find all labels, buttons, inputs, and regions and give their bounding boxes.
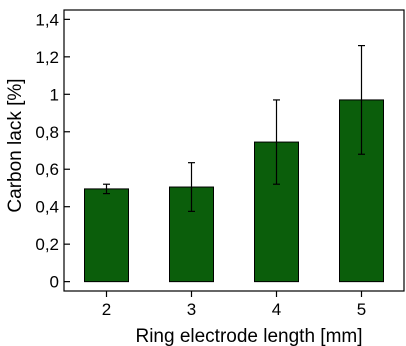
error-bars-group (103, 44, 365, 212)
error-bar-5 (358, 44, 365, 155)
y-tick-label: 0,8 (35, 123, 59, 142)
x-tick-label: 5 (357, 300, 366, 319)
x-tick-label: 3 (187, 300, 196, 319)
y-axis-title: Carbon lack [%] (5, 78, 26, 212)
x-axis-ticks: 2 3 4 5 (102, 291, 366, 319)
plot-border (63, 9, 405, 292)
error-bar-2 (103, 183, 110, 195)
bar-2 (84, 188, 129, 283)
y-tick-label: 1,4 (35, 10, 59, 29)
error-bar-4 (273, 99, 280, 185)
plot-frame (63, 9, 405, 292)
y-tick-label: 0,6 (35, 160, 59, 179)
y-tick-label: 1 (50, 85, 59, 104)
y-tick-label: 0 (50, 273, 59, 292)
y-tick-label: 0,4 (35, 198, 59, 217)
x-axis-title: Ring electrode length [mm] (135, 326, 362, 346)
y-tick-label: 0,2 (35, 235, 59, 254)
x-tick-label: 2 (102, 300, 111, 319)
bars-group (84, 99, 384, 283)
y-tick-label: 1,2 (35, 48, 59, 67)
x-tick-label: 4 (272, 300, 281, 319)
y-axis-ticks: 0 0,2 0,4 0,6 0,8 1 1,2 1,4 (35, 10, 70, 292)
error-bar-3 (188, 162, 195, 212)
